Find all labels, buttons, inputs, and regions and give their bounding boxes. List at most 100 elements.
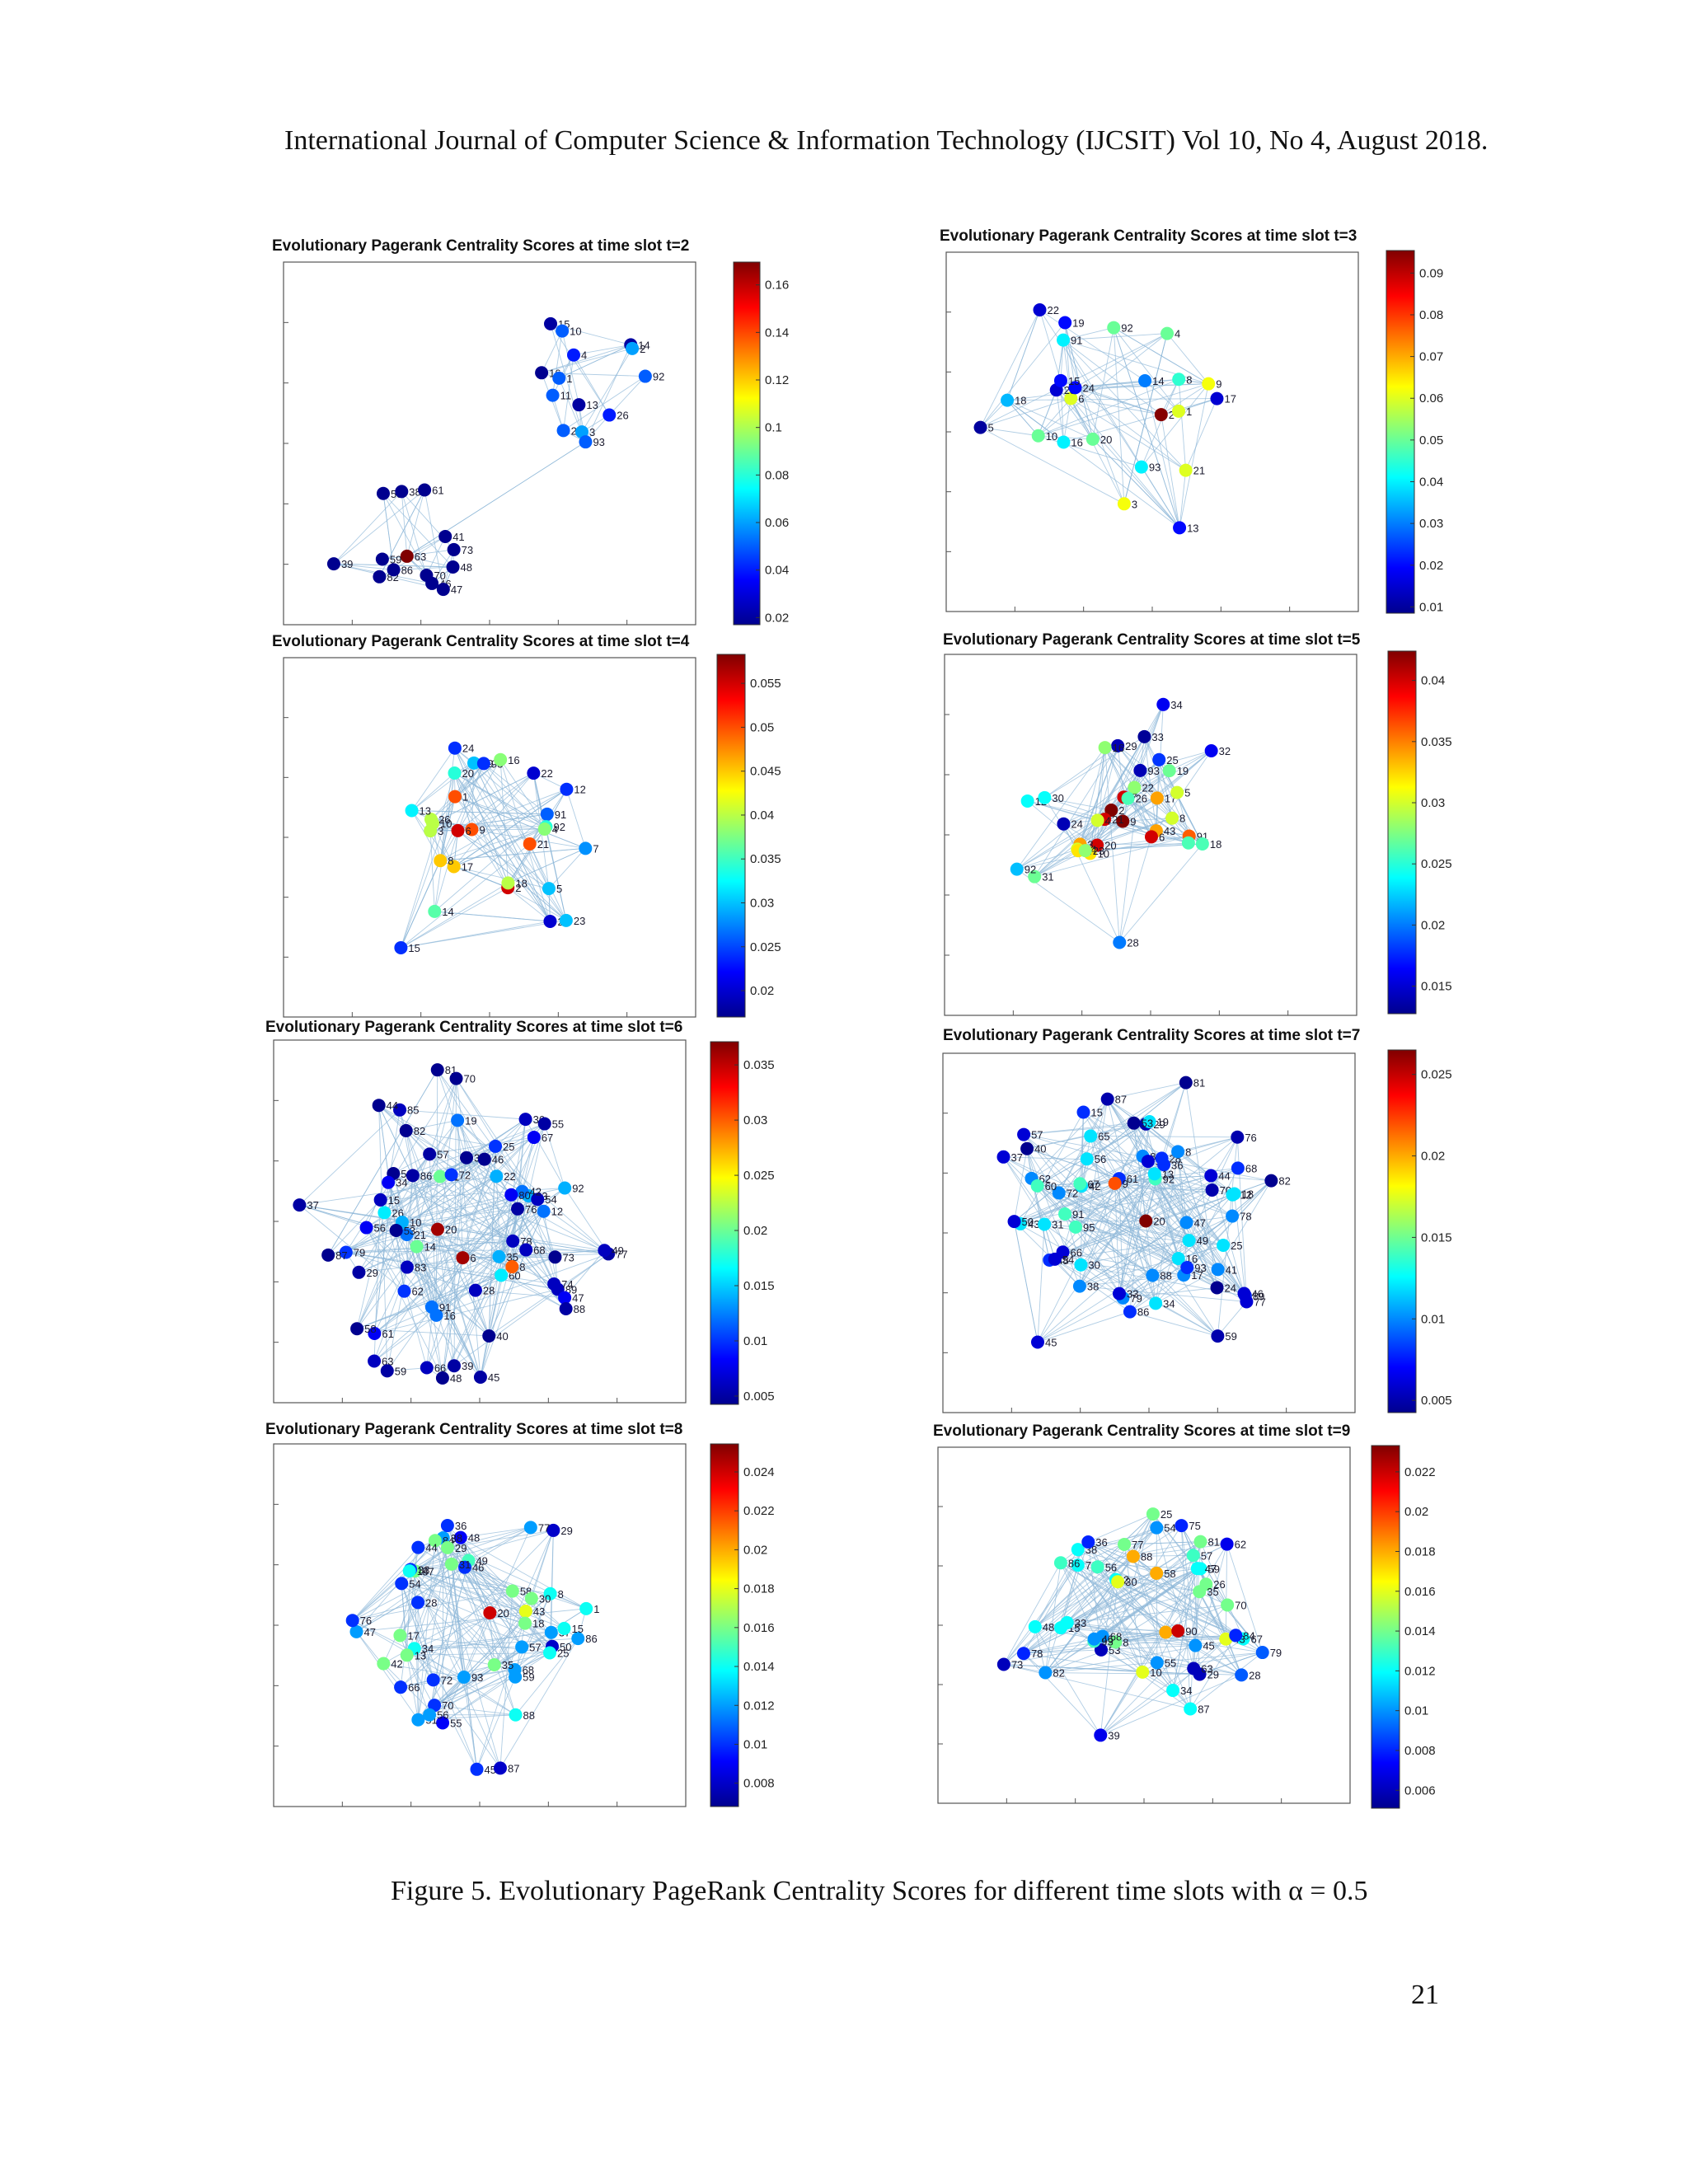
graph-node [448,790,462,804]
node-label: 88 [574,1303,585,1315]
edge [1003,1156,1063,1253]
node-label: 68 [523,1664,534,1676]
node-label: 25 [503,1141,514,1153]
graph-node [1221,1598,1235,1612]
edge [406,1234,513,1242]
node-label: 31 [1052,1219,1063,1231]
node-label: 33 [418,1563,429,1576]
edge [406,1130,490,1337]
node-label: 24 [1071,818,1082,831]
edge [1044,1175,1212,1225]
graph-node [400,1260,414,1274]
edge [483,763,550,889]
node-label: 29 [560,1525,572,1537]
graph-node [493,1761,507,1775]
edge [439,772,455,861]
graph-node [380,1364,394,1378]
node-label: 19 [1177,765,1189,777]
graph-node [542,882,556,896]
edge [1079,1193,1235,1286]
edge [1132,1554,1193,1557]
edge [431,1256,556,1308]
graph-node [518,1604,532,1618]
node-label: 3 [1087,838,1093,851]
edge [1014,1221,1218,1337]
edge [401,1583,434,1680]
edge [563,354,574,431]
graph-node [537,1204,551,1218]
edge [352,1619,516,1716]
panel-t4: Evolutionary Pagerank Centrality Scores … [272,633,898,1029]
node-label: 68 [1110,1630,1122,1643]
edge [980,427,1039,437]
edge [1100,1605,1228,1736]
edge [980,333,1168,429]
graph-node [1171,1624,1185,1638]
node-label: 33 [1075,1617,1086,1629]
edge [1155,1268,1218,1304]
graph-node [477,1152,491,1166]
colorbar-tick-label: 0.01 [743,1737,767,1751]
graph-node [1179,1216,1193,1230]
edge [1060,340,1064,381]
edge [522,1191,556,1258]
node-label: 19 [1072,317,1084,330]
graph-node [433,1169,447,1183]
edge [412,1174,527,1250]
graph-node [1141,1155,1155,1169]
graph-node [1170,785,1184,799]
node-label: 22 [1142,781,1153,794]
edge [415,1570,565,1629]
node-label: 57 [437,1148,448,1160]
edge [1160,383,1209,415]
graph-node [1160,326,1175,340]
edge [544,1123,565,1188]
edge [463,1527,532,1678]
edge [462,1188,565,1258]
graph-node [293,1198,307,1212]
edge [451,1174,555,1285]
graph-node [411,1596,425,1610]
node-label: 24 [462,743,474,755]
edge [541,330,563,373]
graph-node [465,823,479,837]
edge [399,1547,419,1636]
node-label: 14 [638,339,649,351]
edge [1080,1099,1109,1265]
graph-node [448,741,462,755]
node-label: 14 [1152,375,1164,387]
graph-node [359,1221,373,1235]
node-label: 86 [420,1169,432,1182]
edge [1064,1213,1217,1288]
graph-node [418,483,432,497]
graph-node [540,807,554,821]
edge [416,1246,499,1258]
colorbar [1387,1049,1417,1413]
node-label: 84 [1243,1629,1254,1642]
edge [454,772,472,830]
graph-node [494,752,508,766]
graph-node [603,408,617,422]
panel-title: Evolutionary Pagerank Centrality Scores … [933,1422,1351,1440]
colorbar [716,654,746,1018]
node-label: 59 [1208,1563,1220,1575]
edge [1075,387,1161,415]
edge [1113,327,1179,412]
edge [1186,1222,1217,1288]
node-label: 44 [425,1542,437,1554]
edge [411,762,475,811]
edge [1090,1136,1155,1174]
colorbar [710,1041,739,1405]
colorbar-tick-label: 0.016 [743,1621,775,1635]
graph-node [535,366,549,380]
edge [366,1227,443,1379]
edge [1177,1151,1188,1268]
edge [1107,1099,1224,1246]
colorbar-tick-label: 0.035 [743,1058,775,1072]
colorbar-tick-label: 0.02 [765,611,789,625]
network-plot: 2933342528127223117923016438691203259026… [944,650,1452,1016]
edge [1179,470,1187,528]
plot-frame [283,657,696,1018]
colorbar-tick-label: 0.14 [765,326,789,340]
graph-node [1264,1174,1278,1188]
